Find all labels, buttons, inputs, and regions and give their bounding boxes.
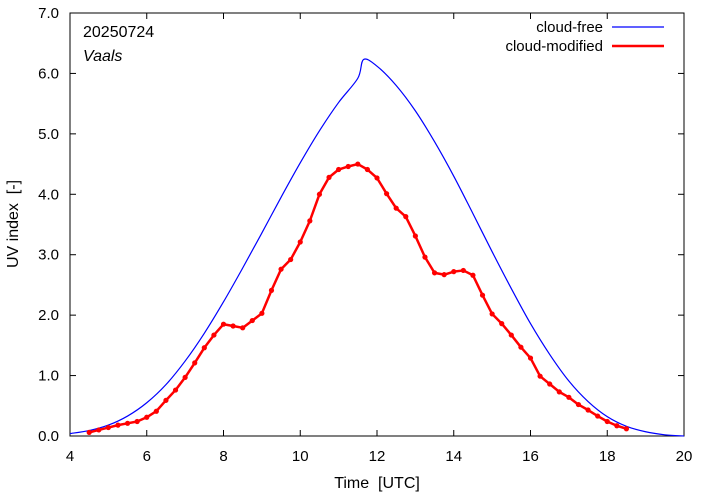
data-point-cloud-modified [134, 418, 140, 425]
data-point-cloud-modified [604, 418, 610, 425]
x-tick-label: 4 [66, 448, 74, 465]
data-point-cloud-modified [144, 414, 150, 420]
data-point-cloud-modified [259, 310, 265, 316]
x-tick-label: 10 [292, 448, 309, 465]
x-tick-label: 6 [143, 448, 151, 465]
x-tick-label: 18 [599, 448, 616, 465]
data-point-cloud-modified [336, 166, 342, 173]
data-point-cloud-modified [575, 401, 582, 408]
data-point-cloud-modified [115, 422, 121, 428]
y-tick-label: 5.0 [38, 126, 59, 143]
x-tick-label: 8 [219, 448, 227, 465]
axis-ticks [69, 12, 685, 437]
legend-label-cloud-modified: cloud-modified [505, 38, 603, 55]
data-point-cloud-modified [124, 420, 131, 426]
data-point-cloud-modified [201, 345, 207, 351]
data-point-cloud-modified [326, 174, 332, 180]
data-point-cloud-modified [153, 408, 159, 414]
data-point-cloud-modified [431, 270, 438, 276]
data-point-cloud-modified [220, 321, 227, 327]
plot-frame [69, 12, 685, 437]
data-point-cloud-modified [422, 254, 428, 260]
data-point-cloud-modified [268, 287, 275, 293]
data-point-cloud-modified [547, 381, 553, 387]
location-label: Vaals [83, 48, 122, 65]
series-layer [69, 58, 685, 437]
data-point-cloud-modified [518, 344, 524, 350]
legend: cloud-free cloud-modified [505, 19, 664, 55]
x-tick-label: 14 [445, 448, 462, 465]
y-tick-label: 1.0 [38, 368, 59, 385]
data-point-cloud-modified [182, 374, 188, 380]
series-line-cloud-free [69, 58, 685, 437]
data-point-cloud-modified [527, 355, 534, 361]
y-tick-label: 6.0 [38, 65, 59, 82]
data-point-cloud-modified [345, 163, 351, 170]
data-point-cloud-modified [479, 292, 486, 298]
data-point-cloud-modified [355, 161, 361, 167]
data-point-cloud-modified [249, 317, 255, 324]
data-point-cloud-modified [240, 325, 246, 331]
data-point-cloud-modified [278, 266, 284, 272]
data-point-cloud-modified [192, 360, 198, 366]
y-tick-label: 0.0 [38, 428, 59, 445]
y-axis-label: UV index [-] [5, 180, 22, 268]
data-point-cloud-modified [556, 389, 562, 395]
data-point-cloud-modified [307, 218, 313, 224]
data-point-cloud-modified [383, 191, 390, 197]
data-point-cloud-modified [172, 387, 179, 393]
data-point-cloud-modified [451, 269, 457, 275]
data-point-cloud-modified [614, 423, 620, 429]
data-point-cloud-modified [585, 407, 591, 413]
series-line-cloud-modified [88, 162, 627, 434]
data-point-cloud-modified [460, 267, 466, 274]
data-point-cloud-modified [489, 311, 495, 317]
data-point-cloud-modified [163, 397, 169, 403]
data-point-cloud-modified [403, 214, 409, 220]
x-tick-label: 20 [676, 448, 693, 465]
data-point-cloud-modified [412, 233, 418, 239]
y-tick-label: 7.0 [38, 5, 59, 22]
data-point-cloud-modified [470, 272, 476, 278]
y-tick-labels: 0.0 1.0 2.0 3.0 4.0 5.0 6.0 7.0 [38, 5, 59, 445]
data-point-cloud-modified [623, 426, 630, 432]
data-point-cloud-modified [364, 166, 371, 173]
data-point-cloud-modified [566, 394, 572, 400]
data-point-cloud-modified [595, 413, 601, 419]
data-point-cloud-modified [96, 427, 102, 433]
data-point-cloud-modified [230, 323, 236, 329]
data-point-cloud-modified [316, 191, 323, 197]
data-point-cloud-modified [297, 239, 303, 245]
x-axis-label: Time [UTC] [334, 475, 420, 492]
data-point-cloud-modified [105, 424, 111, 431]
data-point-cloud-modified [499, 321, 505, 327]
data-point-cloud-modified [374, 175, 380, 181]
x-tick-label: 16 [522, 448, 539, 465]
x-tick-label: 12 [369, 448, 386, 465]
date-label: 20250724 [83, 24, 154, 41]
legend-label-cloud-free: cloud-free [536, 19, 603, 36]
data-point-cloud-modified [441, 272, 447, 278]
data-point-cloud-modified [537, 373, 543, 379]
data-point-cloud-modified [86, 429, 92, 435]
y-tick-label: 4.0 [38, 186, 59, 203]
data-point-cloud-modified [211, 332, 217, 338]
y-tick-label: 3.0 [38, 247, 59, 264]
y-tick-label: 2.0 [38, 307, 59, 324]
data-point-cloud-modified [393, 205, 399, 211]
data-point-cloud-modified [508, 332, 514, 338]
data-point-cloud-modified [288, 256, 294, 263]
x-tick-labels: 4 6 8 10 12 14 16 18 20 [66, 448, 693, 465]
